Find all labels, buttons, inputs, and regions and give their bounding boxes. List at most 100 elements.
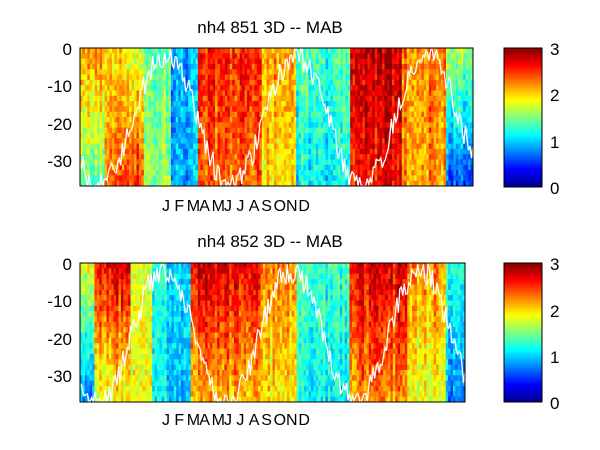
panel-2-cell — [96, 380, 100, 387]
panel-1-cell — [283, 122, 287, 129]
panel-1-cell — [82, 148, 86, 155]
panel-2-cell — [99, 364, 103, 371]
panel-1-cell — [119, 117, 123, 123]
panel-2-cell — [152, 391, 156, 398]
panel-1-cell — [87, 122, 91, 129]
panel-1-cell — [468, 122, 472, 129]
panel-1-cell — [188, 95, 192, 102]
panel-2-cell — [82, 375, 86, 382]
panel-1-cell — [288, 117, 292, 123]
panel-1-cell — [443, 69, 447, 76]
panel-1-cell — [345, 106, 349, 113]
panel-1-cell — [89, 148, 93, 155]
panel-1-cell — [438, 180, 442, 186]
panel-1-cell — [458, 79, 462, 86]
panel-1-cell — [379, 132, 383, 139]
panel-1-axes-frame — [79, 47, 474, 187]
panel-1-cell — [323, 48, 327, 54]
panel-1-cell — [357, 164, 361, 171]
panel-1-cell — [340, 127, 344, 134]
panel-1-cell — [367, 48, 371, 54]
panel-1-cell — [261, 180, 265, 186]
panel-1-cell — [210, 164, 214, 171]
panel-1-cell — [298, 170, 302, 176]
panel-2-cell — [106, 263, 110, 269]
panel-1-cell — [325, 63, 329, 70]
panel-1-cell — [266, 122, 270, 129]
panel-2-cell — [94, 337, 98, 344]
panel-1-cell — [310, 127, 314, 134]
panel-1-cell — [254, 58, 258, 65]
panel-1-cell — [138, 143, 143, 150]
panel-1-cell — [82, 53, 86, 60]
panel-2-cell — [84, 385, 88, 392]
panel-1-cell — [453, 79, 457, 86]
panel-2-cell — [142, 263, 146, 269]
panel-1-cell — [377, 132, 381, 139]
panel-1-cell — [158, 148, 162, 155]
panel-2-cell — [132, 273, 136, 280]
panel-1-cell — [340, 79, 344, 86]
panel-1-cell — [148, 111, 152, 118]
panel-1-cell — [367, 63, 371, 70]
panel-1-cell — [433, 79, 437, 86]
panel-1-cell — [372, 138, 376, 145]
panel-1-cell — [165, 53, 170, 60]
panel-1-cell — [465, 69, 469, 76]
panel-1-cell — [168, 106, 172, 113]
panel-1-cell — [261, 159, 265, 166]
panel-1-cell — [168, 138, 172, 145]
panel-2-cell — [137, 369, 141, 376]
panel-2-cell — [104, 396, 108, 402]
panel-1-cell — [215, 117, 219, 123]
panel-1-cell — [463, 180, 467, 186]
panel-1-cell — [367, 53, 371, 60]
panel-1-cell — [318, 154, 322, 161]
panel-2-cell — [123, 391, 127, 398]
panel-1-cell — [178, 53, 182, 60]
panel-1-cell — [254, 164, 258, 171]
panel-1-cell — [283, 69, 287, 76]
panel-1-cell — [281, 85, 285, 92]
panel-1-cell — [202, 63, 206, 70]
panel-1-cell — [455, 154, 459, 161]
panel-1-cell — [222, 159, 226, 166]
panel-1-month-label: J — [224, 198, 232, 215]
panel-1-cell — [224, 148, 228, 155]
panel-1-cell — [355, 170, 359, 176]
panel-2-cell — [132, 343, 136, 350]
panel-1-cell — [141, 170, 145, 176]
panel-1-cell — [345, 79, 349, 86]
panel-1-cell — [111, 48, 115, 54]
panel-2-cell — [94, 321, 98, 328]
panel-1-cell — [382, 111, 386, 118]
panel-1-cell — [301, 90, 305, 97]
panel-1-cell — [264, 58, 268, 65]
panel-1-cell — [293, 164, 297, 171]
panel-1-cell — [337, 90, 341, 97]
panel-1-cell — [438, 175, 442, 182]
panel-1-cell — [293, 180, 297, 186]
panel-1-cell — [254, 95, 258, 102]
panel-1-cell — [92, 148, 96, 155]
panel-1-cell — [165, 132, 170, 139]
panel-1-cell — [266, 117, 270, 123]
panel-1-cell — [259, 90, 263, 97]
panel-1-cell — [124, 48, 128, 54]
panel-1-cell — [148, 132, 152, 139]
panel-2-cell — [92, 316, 96, 323]
panel-1-cell — [310, 101, 314, 107]
panel-1-cell — [391, 90, 395, 97]
panel-2-cell — [99, 316, 103, 323]
panel-1-cell — [192, 180, 197, 186]
panel-1-cell — [352, 90, 356, 97]
panel-1-cell — [107, 164, 111, 171]
panel-1-cell — [210, 63, 214, 70]
panel-1-cell — [175, 79, 179, 86]
panel-1-cell — [229, 69, 233, 76]
panel-1-cell — [399, 90, 403, 97]
panel-1-cell — [330, 164, 334, 171]
panel-1-cell — [332, 101, 337, 107]
panel-2-cell — [111, 348, 115, 355]
panel-1-cell — [99, 85, 103, 92]
